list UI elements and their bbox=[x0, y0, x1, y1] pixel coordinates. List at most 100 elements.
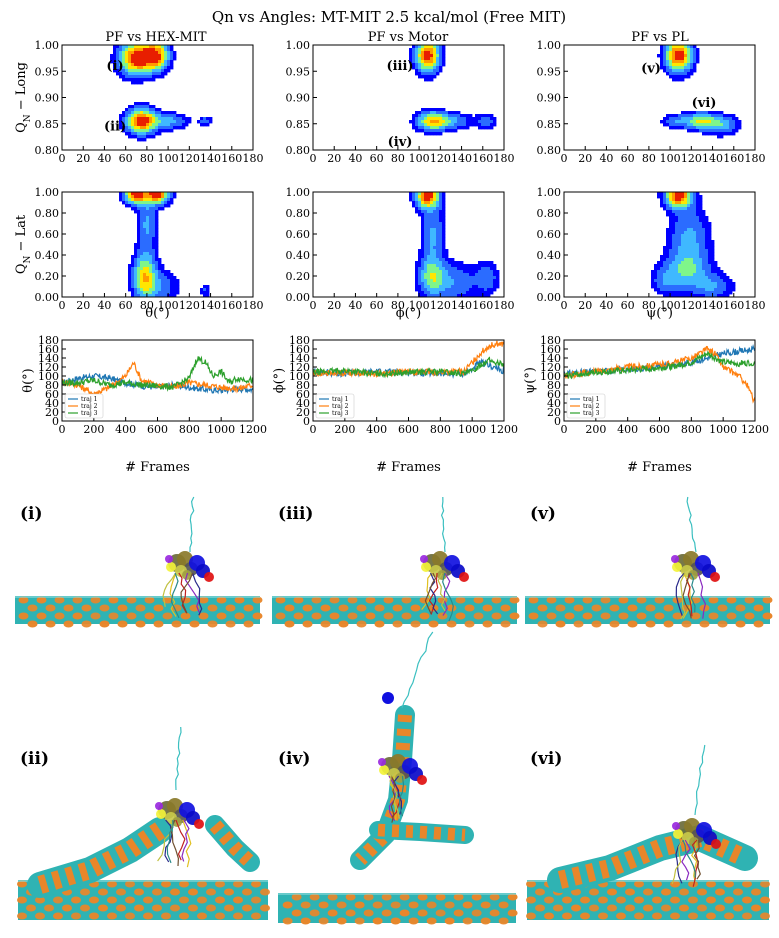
contour-cell bbox=[424, 285, 428, 289]
x-tick-label: 600 bbox=[147, 423, 168, 436]
contour-cell bbox=[161, 57, 165, 61]
contour-cell bbox=[152, 255, 156, 259]
contour-cell bbox=[143, 213, 147, 217]
contour-cell bbox=[433, 195, 437, 199]
contour-cell bbox=[167, 288, 171, 292]
contour-cell bbox=[418, 210, 422, 214]
contour-cell bbox=[660, 120, 664, 124]
contour-cell bbox=[711, 276, 715, 280]
contour-cell bbox=[451, 288, 455, 292]
disordered-tail bbox=[181, 819, 190, 862]
contour-cell bbox=[687, 54, 691, 58]
contour-cell bbox=[720, 291, 724, 295]
contour-cell bbox=[140, 267, 144, 271]
contour-cell bbox=[167, 114, 171, 118]
contour-cell bbox=[418, 294, 422, 297]
contour-cell bbox=[128, 63, 132, 67]
contour-cell bbox=[711, 243, 715, 247]
tubulin-subunit bbox=[354, 917, 365, 925]
contour-cell bbox=[654, 267, 658, 271]
contour-cell bbox=[448, 270, 452, 274]
contour-cell bbox=[711, 126, 715, 130]
contour-cell bbox=[439, 273, 443, 277]
contour-cell bbox=[158, 72, 162, 76]
tubulin-subunit bbox=[399, 893, 410, 901]
contour-cell bbox=[711, 270, 715, 274]
contour-cell bbox=[666, 63, 670, 67]
contour-cell bbox=[152, 129, 156, 133]
contour-cell bbox=[418, 60, 422, 64]
contour-cell bbox=[158, 63, 162, 67]
contour-cell bbox=[690, 276, 694, 280]
contour-cell bbox=[651, 276, 655, 280]
contour-cell bbox=[137, 120, 141, 124]
snapshot-label: (i) bbox=[20, 504, 43, 524]
disordered-tail bbox=[424, 572, 437, 615]
contour-cell bbox=[457, 285, 461, 289]
contour-cell bbox=[146, 57, 150, 61]
contour-cell bbox=[445, 285, 449, 289]
tubulin-subunit bbox=[688, 912, 698, 920]
contour-cell bbox=[463, 123, 467, 127]
tubulin-subunit bbox=[179, 912, 189, 920]
contour-cell bbox=[696, 279, 700, 283]
contour-cell bbox=[128, 72, 132, 76]
contour-cell bbox=[702, 240, 706, 244]
contour-cell bbox=[149, 201, 153, 205]
contour-cell bbox=[439, 243, 443, 247]
contour-cell bbox=[427, 276, 431, 280]
contour-cell bbox=[681, 225, 685, 229]
y-tick-label: 0.20 bbox=[286, 270, 311, 283]
contour-cell bbox=[445, 270, 449, 274]
contour-cell bbox=[164, 117, 168, 121]
contour-cell bbox=[672, 72, 676, 76]
contour-cell bbox=[678, 261, 682, 265]
contour-cell bbox=[493, 285, 497, 289]
contour-cell bbox=[675, 57, 679, 61]
contour-cell bbox=[466, 270, 470, 274]
tubulin-subunit bbox=[679, 904, 689, 912]
contour-cell bbox=[687, 267, 691, 271]
contour-cell bbox=[439, 126, 443, 130]
contour-cell bbox=[454, 267, 458, 271]
contour-cell bbox=[137, 54, 141, 58]
contour-cell bbox=[421, 210, 425, 214]
x-axis-label-frames: # Frames bbox=[627, 460, 692, 475]
contour-cell bbox=[140, 261, 144, 265]
contour-cell bbox=[122, 75, 126, 79]
y-tick-label: 60 bbox=[547, 388, 561, 401]
contour-cell bbox=[454, 117, 458, 121]
contour-cell bbox=[128, 105, 132, 109]
contour-cell bbox=[663, 258, 667, 262]
contour-cell bbox=[672, 216, 676, 220]
contour-cell bbox=[708, 243, 712, 247]
contour-cell bbox=[421, 291, 425, 295]
contour-cell bbox=[729, 291, 733, 295]
contour-cell bbox=[684, 57, 688, 61]
contour-cell bbox=[672, 228, 676, 232]
contour-cell bbox=[699, 273, 703, 277]
contour-cell bbox=[134, 207, 138, 211]
contour-cell bbox=[421, 192, 425, 196]
contour-cell bbox=[448, 291, 452, 295]
contour-cell bbox=[690, 225, 694, 229]
contour-cell bbox=[693, 240, 697, 244]
contour-cell bbox=[439, 279, 443, 283]
tubulin-subunit bbox=[419, 612, 430, 620]
tubulin-subunit bbox=[318, 901, 329, 909]
contour-cell bbox=[155, 243, 159, 247]
contour-cell bbox=[475, 291, 479, 295]
contour-cell bbox=[433, 225, 437, 229]
contour-cell bbox=[146, 240, 150, 244]
contour-cell bbox=[134, 114, 138, 118]
contour-cell bbox=[161, 204, 165, 208]
contour-cell bbox=[490, 270, 494, 274]
contour-cell bbox=[687, 57, 691, 61]
tubulin-subunit bbox=[134, 888, 144, 896]
contour-cell bbox=[484, 276, 488, 280]
contour-cell bbox=[442, 204, 446, 208]
column-titles: PF vs HEX-MIT PF vs Motor PF vs PL bbox=[105, 30, 689, 45]
contour-cell bbox=[131, 78, 135, 82]
contour-cell bbox=[149, 54, 153, 58]
tubulin-subunit bbox=[392, 620, 403, 628]
